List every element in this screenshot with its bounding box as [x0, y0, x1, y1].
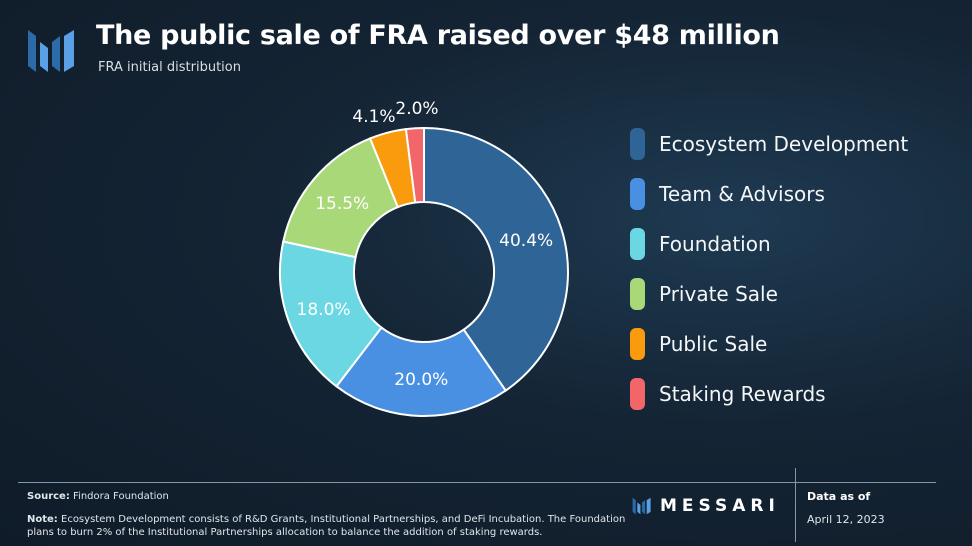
- slice-value-label: 15.5%: [315, 194, 369, 214]
- slice-value-label: 4.1%: [352, 107, 395, 127]
- legend-item: Private Sale: [630, 278, 908, 310]
- data-as-of-label: Data as of: [807, 490, 871, 503]
- legend-swatch: [630, 178, 645, 210]
- legend-label: Team & Advisors: [659, 182, 825, 206]
- legend-swatch: [630, 278, 645, 310]
- legend-item: Team & Advisors: [630, 178, 908, 210]
- page-subtitle: FRA initial distribution: [98, 60, 241, 75]
- legend-label: Ecosystem Development: [659, 132, 909, 156]
- legend-swatch: [630, 328, 645, 360]
- donut-slice-ecosystem-development: [423, 126, 569, 392]
- source-text: Source: Findora Foundation: [27, 491, 169, 502]
- donut-slice-private-sale: [282, 137, 400, 259]
- legend-item: Staking Rewards: [630, 378, 908, 410]
- slice-value-label: 40.4%: [499, 231, 553, 251]
- slice-value-label: 18.0%: [297, 300, 351, 320]
- legend-swatch: [630, 228, 645, 260]
- data-as-of-date: April 12, 2023: [807, 513, 885, 526]
- donut-slice-staking-rewards: [404, 126, 425, 204]
- donut-slice-foundation: [279, 240, 383, 388]
- source-label: Source:: [27, 491, 70, 502]
- chart-legend: Ecosystem Development Team & Advisors Foun…: [630, 128, 908, 428]
- source-value: Findora Foundation: [73, 491, 169, 502]
- footer-vertical-divider: [795, 468, 796, 542]
- note-label: Note:: [27, 514, 58, 525]
- messari-logo-icon: [28, 30, 74, 72]
- legend-swatch: [630, 128, 645, 160]
- note-text: Note: Ecosystem Development consists of …: [27, 513, 627, 539]
- messari-mark-icon: [632, 497, 651, 515]
- legend-item: Foundation: [630, 228, 908, 260]
- brand-name: MESSARI: [660, 496, 780, 516]
- footer-divider: [18, 482, 936, 483]
- legend-label: Foundation: [659, 232, 771, 256]
- legend-item: Ecosystem Development: [630, 128, 908, 160]
- donut-slice-team-advisors: [335, 326, 508, 417]
- legend-swatch: [630, 378, 645, 410]
- legend-label: Private Sale: [659, 282, 778, 306]
- brand-logo: MESSARI: [632, 496, 780, 516]
- legend-label: Staking Rewards: [659, 382, 826, 406]
- legend-item: Public Sale: [630, 328, 908, 360]
- slice-value-label: 2.0%: [395, 99, 438, 119]
- slice-value-label: 20.0%: [394, 370, 448, 390]
- legend-label: Public Sale: [659, 332, 768, 356]
- note-value: Ecosystem Development consists of R&D Gr…: [27, 514, 626, 538]
- page-title: The public sale of FRA raised over $48 m…: [96, 20, 780, 51]
